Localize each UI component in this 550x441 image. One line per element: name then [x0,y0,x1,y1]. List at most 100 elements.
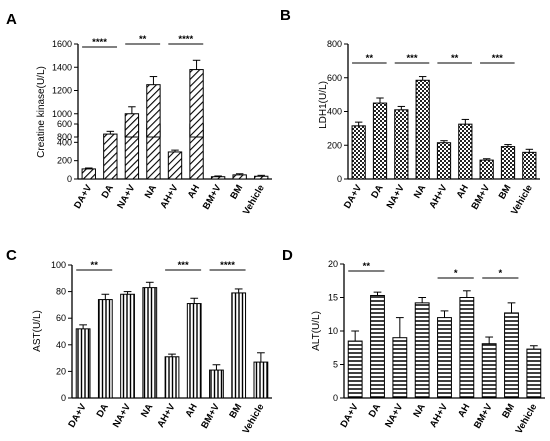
panel-b-category-label: BM [497,183,514,201]
panel-b-significance-label: ** [366,53,374,64]
panel-c-category-label: DA [95,402,111,420]
panel-c-significance-label: *** [178,260,189,271]
panel-d-bar [392,337,408,399]
panel-c-y-axis-label: AST(U/L) [32,310,43,352]
panel-c-bar [120,293,135,399]
panel-d-category-label: AH+V [428,401,451,429]
panel-a-significance-label: **** [92,37,107,48]
panel-a-y-tick-label: 1200 [52,86,72,96]
panel-a-bar [189,69,204,138]
panel-d-category-label: DA+V [338,401,361,429]
panel-d: D ALT(U/L) 0 5 10 15 20 DA+V DA NA+V NA AH+V AH BM+… [282,247,545,436]
panel-a-category-label: DA [100,183,116,201]
panel-c-bar [164,356,180,399]
panel-d-y-tick-label: 20 [328,259,338,269]
panel-d-category-label: Vehicle [514,402,540,436]
panel-a-y-tick-label: 800 [57,132,72,142]
panel-a-category-label: BM [228,183,245,201]
panel-c-category-label: NA [139,402,155,420]
panel-a-category-label: AH [186,183,202,201]
panel-c-y-tick-label: 20 [56,366,66,376]
panel-d-bar [437,317,452,399]
panel-b-bar [436,142,452,180]
panel-a-category-label: NA+V [115,182,138,210]
panel-d-y-tick-label: 15 [328,293,338,303]
panel-c-y-tick-label: 80 [56,287,66,297]
panel-a-plot: 0 200 400 600 800 1000 1200 1400 1600 DA+V DA NA+V N… [52,34,272,217]
panel-d-bar [526,348,542,399]
panel-c-bar [97,299,113,399]
panel-d-category-label: NA+V [383,401,406,429]
panel-c-y-tick-label: 40 [56,340,66,350]
panel-c-significance-label: **** [220,260,235,271]
panel-c-category-label: NA+V [111,401,134,429]
panel-d-category-label: NA [411,402,427,420]
panel-a-category-label: Vehicle [241,183,267,217]
panel-d-letter: D [282,247,293,264]
panel-b-y-tick-label: 600 [327,73,342,83]
panel-a-y-tick-label: 1000 [52,109,72,119]
panel-b-bar [500,146,516,180]
panel-b-significance-label: ** [451,53,459,64]
panel-b-bar [415,79,430,180]
panel-b-bar [522,151,537,180]
panel-c-y-tick-label: 0 [61,393,66,403]
panel-b-bar [394,109,409,180]
panel-b-category-label: AH+V [427,182,450,210]
panel-b-significance-label: *** [492,53,503,64]
panel-c-bar [75,328,91,399]
panel-b-significance-label: *** [406,53,417,64]
panel-d-y-tick-label: 0 [333,393,338,403]
panel-a-bar [81,168,96,180]
panel-b-bar [372,102,388,180]
panel-c-significance-label: ** [91,260,99,271]
panel-c-category-label: AH [183,402,199,420]
panel-a-bar [232,174,247,180]
panel-c-category-label: DA+V [66,401,89,429]
panel-c-letter: C [6,247,17,264]
panel-d-y-tick-label: 5 [333,360,338,370]
panel-b-y-tick-label: 0 [337,174,342,184]
panel-c-category-label: Vehicle [241,402,267,436]
panel-c-bar [186,303,202,399]
panel-d-bar [414,302,430,399]
panel-a-bar [103,133,118,180]
panel-a-bar [167,151,183,180]
panel-a-y-axis-label: Creatine kinase(U/L) [36,66,47,158]
panel-c-plot: 0 20 40 60 80 100 DA+V DA NA+V NA AH+V AH BM+V BMVehi… [51,260,272,436]
panel-b-category-label: NA [412,183,428,201]
panel-a-category-label: AH+V [158,182,181,210]
panel-d-significance-label: * [454,268,458,279]
panel-c-bar [253,361,269,399]
panel-d-significance-label: ** [363,261,371,272]
panel-d-category-label: BM+V [472,401,495,430]
panel-d-significance-label: * [498,268,502,279]
panel-a-y-tick-label: 1600 [52,39,72,49]
panel-d-y-axis-label: ALT(U/L) [311,311,322,351]
panel-a-category-label: NA [143,183,159,201]
panel-b-category-label: Vehicle [509,183,535,217]
panel-a-y-tick-label: 0 [67,174,72,184]
panel-b-y-axis-label: LDH1(U/L) [318,81,329,129]
panel-b: B LDH1(U/L) 0 200 400 600 800 DA+V DA NA+V NA AH+… [280,7,540,217]
panel-a-significance-label: ** [139,34,147,45]
panel-d-category-label: BM [500,402,517,420]
panel-d-bar [504,312,519,399]
panel-b-y-tick-label: 400 [327,107,342,117]
panel-b-category-label: NA+V [385,182,408,210]
panel-a-bar [210,176,226,180]
panel-d-bar [347,340,363,399]
panel-c-category-label: BM+V [199,401,222,430]
panel-a: A Creatine kinase(U/L) 0 200 400 600 800 1000… [6,11,272,217]
panel-c-y-tick-label: 60 [56,313,66,323]
panel-a-y-tick-label: 200 [57,156,72,166]
panel-c: C AST(U/L) 0 20 40 60 80 100 DA+V DA NA+V NA AH+V A… [6,247,272,436]
panel-b-category-label: DA [369,183,385,201]
panel-b-bar [351,125,366,180]
panel-a-y-tick-label: 400 [57,137,72,147]
panel-d-bar [370,294,385,399]
panel-c-category-label: AH+V [155,401,178,429]
panel-c-bar [209,369,224,399]
